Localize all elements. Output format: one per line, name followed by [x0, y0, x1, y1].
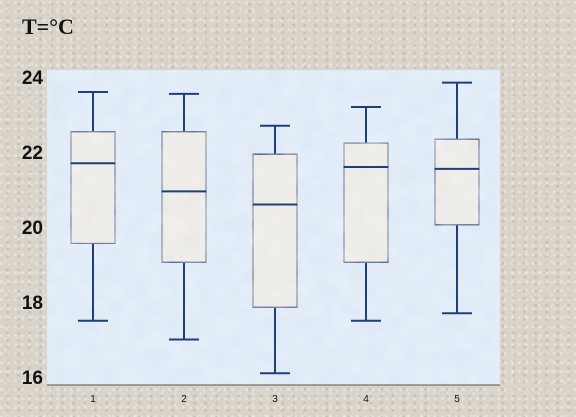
x-tick-label: 2	[181, 394, 187, 405]
y-tick-label: 22	[22, 143, 43, 164]
box-iqr	[69, 130, 117, 245]
unit-label: T=°C	[22, 14, 74, 39]
box-4	[342, 106, 390, 322]
box-iqr	[433, 137, 481, 227]
box-2	[160, 92, 208, 341]
x-tick-label: 3	[272, 394, 278, 405]
y-tick-label: 18	[22, 293, 43, 314]
x-tick-label: 1	[90, 394, 96, 405]
y-tick-label: 24	[22, 68, 44, 89]
box-iqr	[342, 141, 390, 264]
box-3	[251, 124, 299, 375]
y-tick-label: 20	[22, 218, 43, 239]
x-tick-label: 5	[454, 394, 460, 405]
box-5	[433, 81, 481, 315]
box-iqr	[160, 130, 208, 264]
box-iqr	[251, 152, 299, 309]
x-tick-label: 4	[363, 394, 369, 405]
y-tick-label: 16	[22, 368, 43, 389]
box-1	[69, 91, 117, 322]
